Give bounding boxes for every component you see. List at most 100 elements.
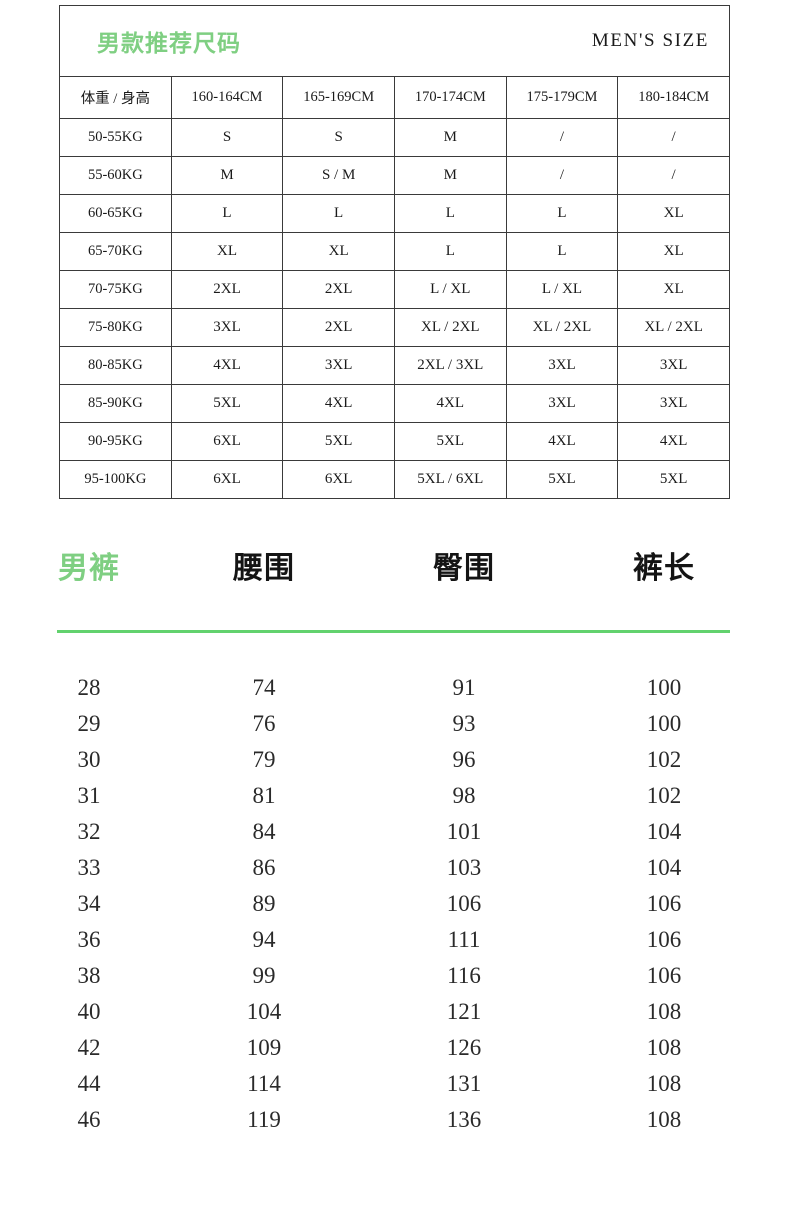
- size-cell: XL: [617, 232, 730, 271]
- size-cell: 2XL / 3XL: [393, 346, 507, 385]
- table-row: 65-70KG XL XL L L XL: [59, 232, 730, 271]
- size-cell: 5XL: [282, 422, 395, 461]
- size-cell: L: [282, 194, 395, 233]
- table-row: 42 109 126 108: [0, 1030, 790, 1066]
- pants-hip: 91: [452, 675, 476, 700]
- column-header-165-169: 165-169CM: [282, 76, 395, 119]
- pants-hip: 98: [452, 783, 476, 808]
- pants-hip: 111: [447, 927, 481, 952]
- size-cell: XL: [282, 232, 395, 271]
- size-cell: L: [505, 194, 619, 233]
- table-row: 95-100KG 6XL 6XL 5XL / 6XL 5XL 5XL: [59, 460, 730, 499]
- size-cell: 6XL: [170, 422, 284, 461]
- size-cell: /: [617, 156, 730, 195]
- table-row: 33 86 103 104: [0, 850, 790, 886]
- size-cell: XL / 2XL: [393, 308, 507, 347]
- pants-waist: 86: [252, 855, 276, 880]
- pants-length: 108: [646, 1107, 682, 1132]
- size-cell: XL / 2XL: [617, 308, 730, 347]
- size-table-header-row: 体重 / 身高 160-164CM 165-169CM 170-174CM 17…: [59, 76, 730, 119]
- table-row: 60-65KG L L L L XL: [59, 194, 730, 233]
- column-header-length: 裤长: [633, 552, 695, 585]
- column-header-weight-height: 体重 / 身高: [59, 76, 172, 119]
- size-cell: S: [170, 118, 284, 157]
- column-header-175-179: 175-179CM: [505, 76, 619, 119]
- table-row: 55-60KG M S / M M / /: [59, 156, 730, 195]
- pants-length: 106: [646, 963, 682, 988]
- size-cell: 5XL: [393, 422, 507, 461]
- pants-hip: 96: [452, 747, 476, 772]
- size-cell: L: [170, 194, 284, 233]
- size-cell: M: [393, 156, 507, 195]
- mens-size-chart: 男款推荐尺码 MEN'S SIZE 体重 / 身高 160-164CM 165-…: [59, 5, 730, 499]
- size-cell: 3XL: [170, 308, 284, 347]
- pants-length: 100: [646, 675, 682, 700]
- pants-hip: 103: [446, 855, 482, 880]
- table-row: 90-95KG 6XL 5XL 5XL 4XL 4XL: [59, 422, 730, 461]
- row-label-weight: 50-55KG: [59, 118, 172, 157]
- size-cell: 6XL: [282, 460, 395, 499]
- pants-length: 102: [646, 783, 682, 808]
- size-cell: M: [393, 118, 507, 157]
- size-cell: XL / 2XL: [505, 308, 619, 347]
- size-cell: 5XL: [617, 460, 730, 499]
- pants-size: 36: [77, 927, 101, 952]
- pants-size: 32: [77, 819, 101, 844]
- pants-section-title: 男裤: [58, 552, 120, 585]
- pants-size: 46: [77, 1107, 101, 1132]
- size-cell: /: [505, 118, 619, 157]
- pants-size: 30: [77, 747, 101, 772]
- table-row: 80-85KG 4XL 3XL 2XL / 3XL 3XL 3XL: [59, 346, 730, 385]
- pants-length: 104: [646, 819, 682, 844]
- pants-table-body: 28 74 91 100 29 76 93 100 30 79 96 102 3…: [0, 670, 790, 1138]
- pants-length: 100: [646, 711, 682, 736]
- size-cell: 2XL: [282, 270, 395, 309]
- column-header-160-164: 160-164CM: [170, 76, 284, 119]
- pants-size: 38: [77, 963, 101, 988]
- size-cell: 5XL: [505, 460, 619, 499]
- size-cell: 3XL: [617, 346, 730, 385]
- pants-waist: 114: [247, 1071, 281, 1096]
- section-divider: [57, 630, 730, 633]
- pants-hip: 131: [446, 1071, 482, 1096]
- size-cell: L: [393, 194, 507, 233]
- size-cell: L / XL: [505, 270, 619, 309]
- page-title: 男款推荐尺码: [97, 31, 241, 56]
- row-label-weight: 65-70KG: [59, 232, 172, 271]
- row-label-weight: 85-90KG: [59, 384, 172, 423]
- table-row: 36 94 111 106: [0, 922, 790, 958]
- pants-waist: 76: [252, 711, 276, 736]
- table-row: 85-90KG 5XL 4XL 4XL 3XL 3XL: [59, 384, 730, 423]
- pants-length: 104: [646, 855, 682, 880]
- pants-waist: 119: [247, 1107, 281, 1132]
- pants-length: 106: [646, 927, 682, 952]
- column-header-waist: 腰围: [233, 552, 295, 585]
- table-row: 70-75KG 2XL 2XL L / XL L / XL XL: [59, 270, 730, 309]
- size-cell: S / M: [282, 156, 395, 195]
- pants-waist: 109: [246, 1035, 282, 1060]
- pants-waist: 94: [252, 927, 276, 952]
- pants-length: 108: [646, 1035, 682, 1060]
- size-cell: L: [393, 232, 507, 271]
- size-cell: 5XL: [170, 384, 284, 423]
- pants-waist: 84: [252, 819, 276, 844]
- table-row: 75-80KG 3XL 2XL XL / 2XL XL / 2XL XL / 2…: [59, 308, 730, 347]
- table-row: 29 76 93 100: [0, 706, 790, 742]
- row-label-weight: 55-60KG: [59, 156, 172, 195]
- size-cell: 4XL: [170, 346, 284, 385]
- row-label-weight: 90-95KG: [59, 422, 172, 461]
- table-row: 34 89 106 106: [0, 886, 790, 922]
- table-row: 50-55KG S S M / /: [59, 118, 730, 157]
- size-cell: 4XL: [617, 422, 730, 461]
- size-cell: S: [282, 118, 395, 157]
- size-cell: 4XL: [505, 422, 619, 461]
- size-cell: L: [505, 232, 619, 271]
- pants-hip: 93: [452, 711, 476, 736]
- pants-length: 108: [646, 999, 682, 1024]
- pants-length: 102: [646, 747, 682, 772]
- size-table-title-cell: 男款推荐尺码 MEN'S SIZE: [59, 5, 730, 77]
- size-cell: XL: [170, 232, 284, 271]
- size-cell: XL: [617, 270, 730, 309]
- pants-size: 40: [77, 999, 101, 1024]
- table-row: 40 104 121 108: [0, 994, 790, 1030]
